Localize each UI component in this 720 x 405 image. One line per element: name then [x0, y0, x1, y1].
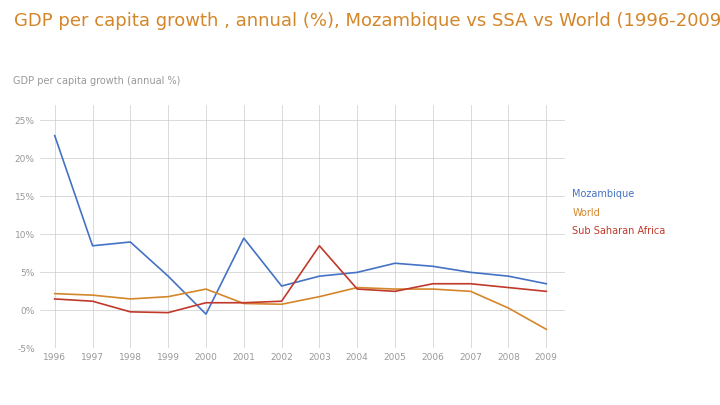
- Text: GDP per capita growth (annual %): GDP per capita growth (annual %): [14, 76, 181, 86]
- Text: GDP per capita growth , annual (%), Mozambique vs SSA vs World (1996-2009): GDP per capita growth , annual (%), Moza…: [14, 12, 720, 30]
- Text: Mozambique: Mozambique: [572, 190, 634, 199]
- Text: Sub Saharan Africa: Sub Saharan Africa: [572, 226, 666, 236]
- Text: World: World: [572, 208, 600, 217]
